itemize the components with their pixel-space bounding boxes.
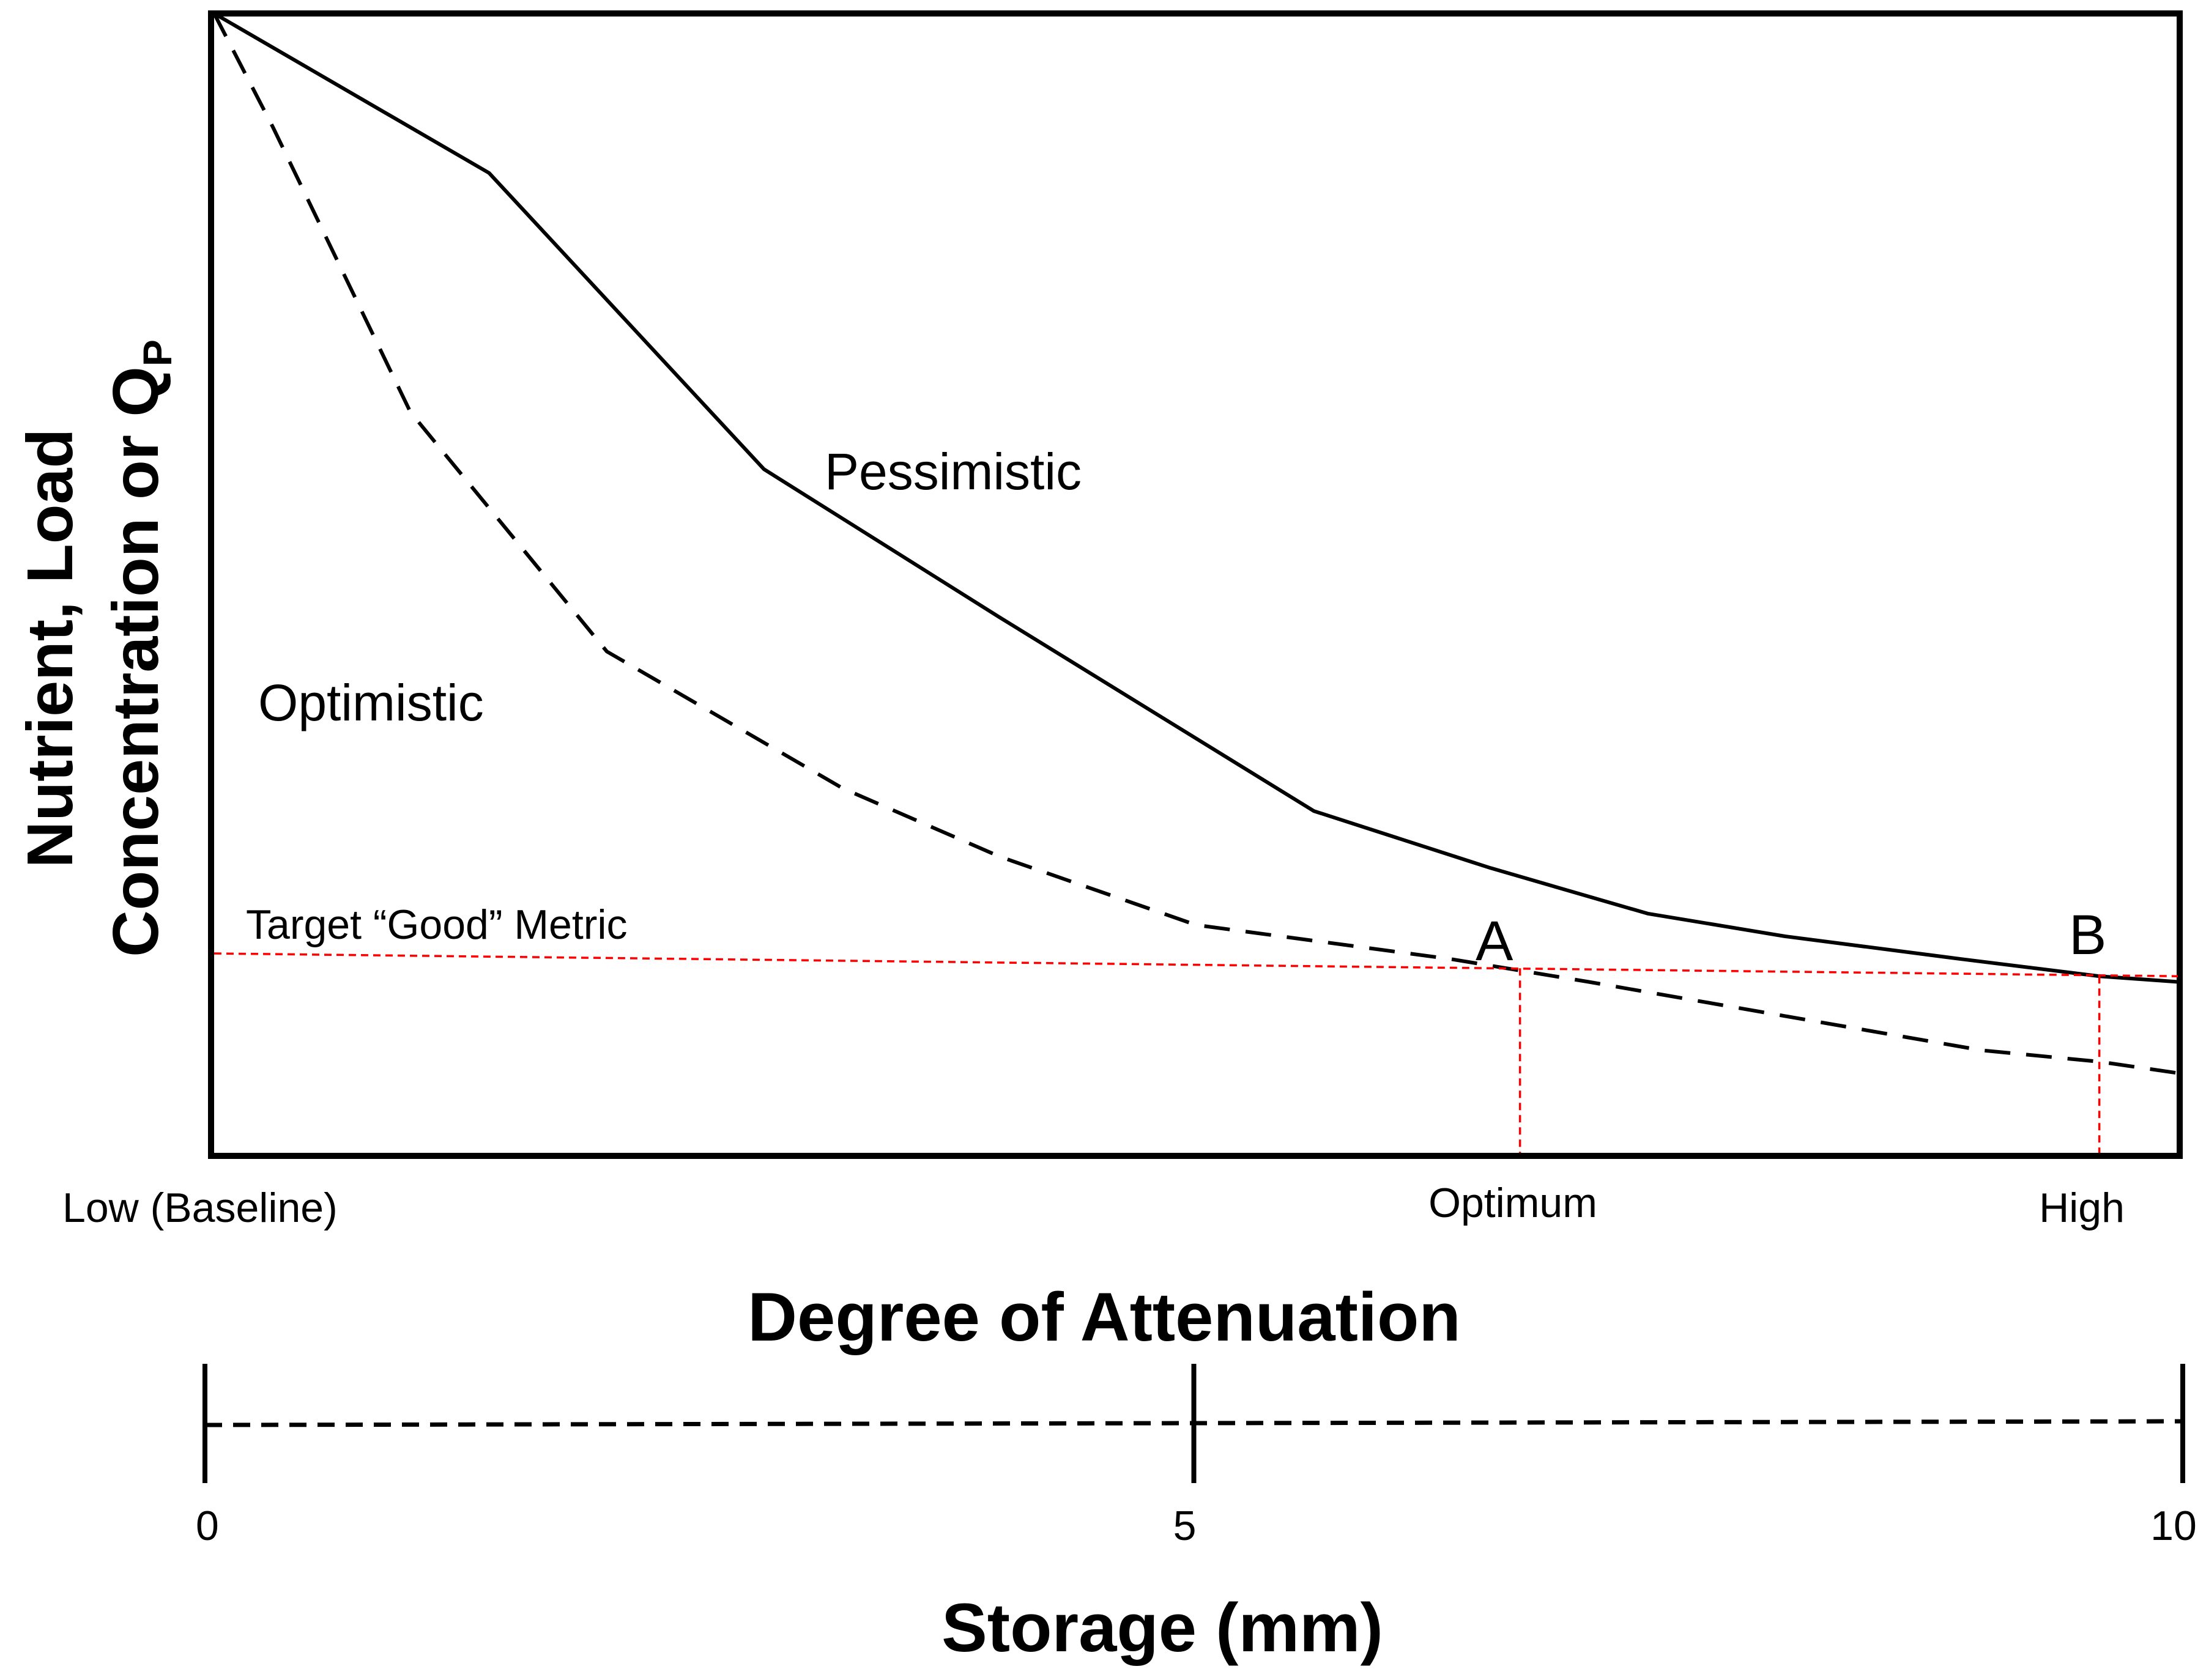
x-tick-label-high: High	[2039, 1185, 2125, 1231]
x-tick-label-low: Low (Baseline)	[62, 1185, 338, 1231]
x-axis-title: Degree of Attenuation	[748, 1279, 1461, 1355]
series-label-optimistic: Optimistic	[258, 674, 484, 731]
ylabel-line2: Concentration or QP	[100, 339, 180, 957]
series-line-pessimistic	[212, 12, 2180, 984]
x-tick-label-optimum: Optimum	[1428, 1180, 1597, 1226]
point-label-a: A	[1476, 910, 1513, 972]
target-label: Target “Good” Metric	[246, 901, 628, 948]
storage-tick-label-0: 0	[196, 1503, 219, 1549]
storage-tick-label-5: 5	[1173, 1503, 1197, 1549]
ylabel-line2-sub: P	[135, 339, 180, 366]
ylabel-line1: Nutrient, Load	[14, 429, 86, 868]
storage-tick-label-10: 10	[2150, 1503, 2197, 1549]
ylabel-line2-main: Concentration or Q	[100, 366, 172, 957]
storage-axis-title: Storage (mm)	[941, 1589, 1383, 1666]
series-label-pessimistic: Pessimistic	[825, 443, 1082, 500]
storage-axis: 0 5 10	[196, 1364, 2197, 1549]
point-label-b: B	[2069, 904, 2106, 966]
plot-frame	[208, 10, 2183, 1159]
target-layer	[214, 952, 2178, 1153]
target-line	[214, 952, 2178, 977]
y-axis-label: Nutrient, Load Concentration or QP	[14, 339, 180, 957]
series-layer	[212, 12, 2180, 1075]
